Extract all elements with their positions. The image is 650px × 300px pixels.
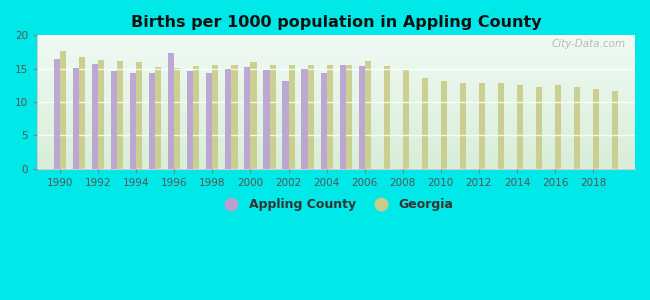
Bar (206, 74, 213, 169)
Bar (136, 62, 142, 169)
Bar (168, 53, 174, 169)
Bar (111, 71, 117, 169)
Bar (250, 62, 257, 169)
Bar (187, 71, 193, 169)
Title: Births per 1000 population in Appling County: Births per 1000 population in Appling Co… (131, 15, 541, 30)
Bar (574, 87, 580, 169)
Bar (555, 85, 561, 169)
Legend: Appling County, Georgia: Appling County, Georgia (214, 193, 458, 216)
Bar (339, 65, 346, 169)
Bar (226, 69, 231, 169)
Bar (289, 65, 294, 169)
Bar (346, 65, 352, 169)
Bar (193, 66, 200, 169)
Bar (54, 59, 60, 169)
Bar (231, 65, 237, 169)
Bar (384, 66, 390, 169)
Bar (244, 68, 250, 169)
Bar (117, 61, 124, 169)
Bar (174, 68, 181, 169)
Bar (213, 65, 218, 169)
Bar (612, 91, 618, 169)
Bar (422, 78, 428, 169)
Bar (307, 65, 314, 169)
Bar (283, 81, 289, 169)
Bar (441, 81, 447, 169)
Bar (593, 89, 599, 169)
Bar (365, 61, 370, 169)
Bar (536, 87, 542, 169)
Bar (517, 85, 523, 169)
Bar (359, 66, 365, 169)
Text: City-Data.com: City-Data.com (552, 39, 626, 49)
Bar (60, 51, 66, 169)
Bar (150, 73, 155, 169)
Bar (479, 83, 485, 169)
Bar (130, 74, 136, 169)
Bar (92, 64, 98, 169)
Bar (155, 67, 161, 169)
Bar (403, 70, 409, 169)
Bar (326, 65, 333, 169)
Bar (320, 74, 326, 169)
Bar (302, 69, 307, 169)
Bar (98, 60, 104, 169)
Bar (79, 57, 85, 169)
Bar (460, 83, 466, 169)
Bar (73, 68, 79, 169)
Bar (270, 65, 276, 169)
Bar (263, 70, 270, 169)
Bar (498, 83, 504, 169)
